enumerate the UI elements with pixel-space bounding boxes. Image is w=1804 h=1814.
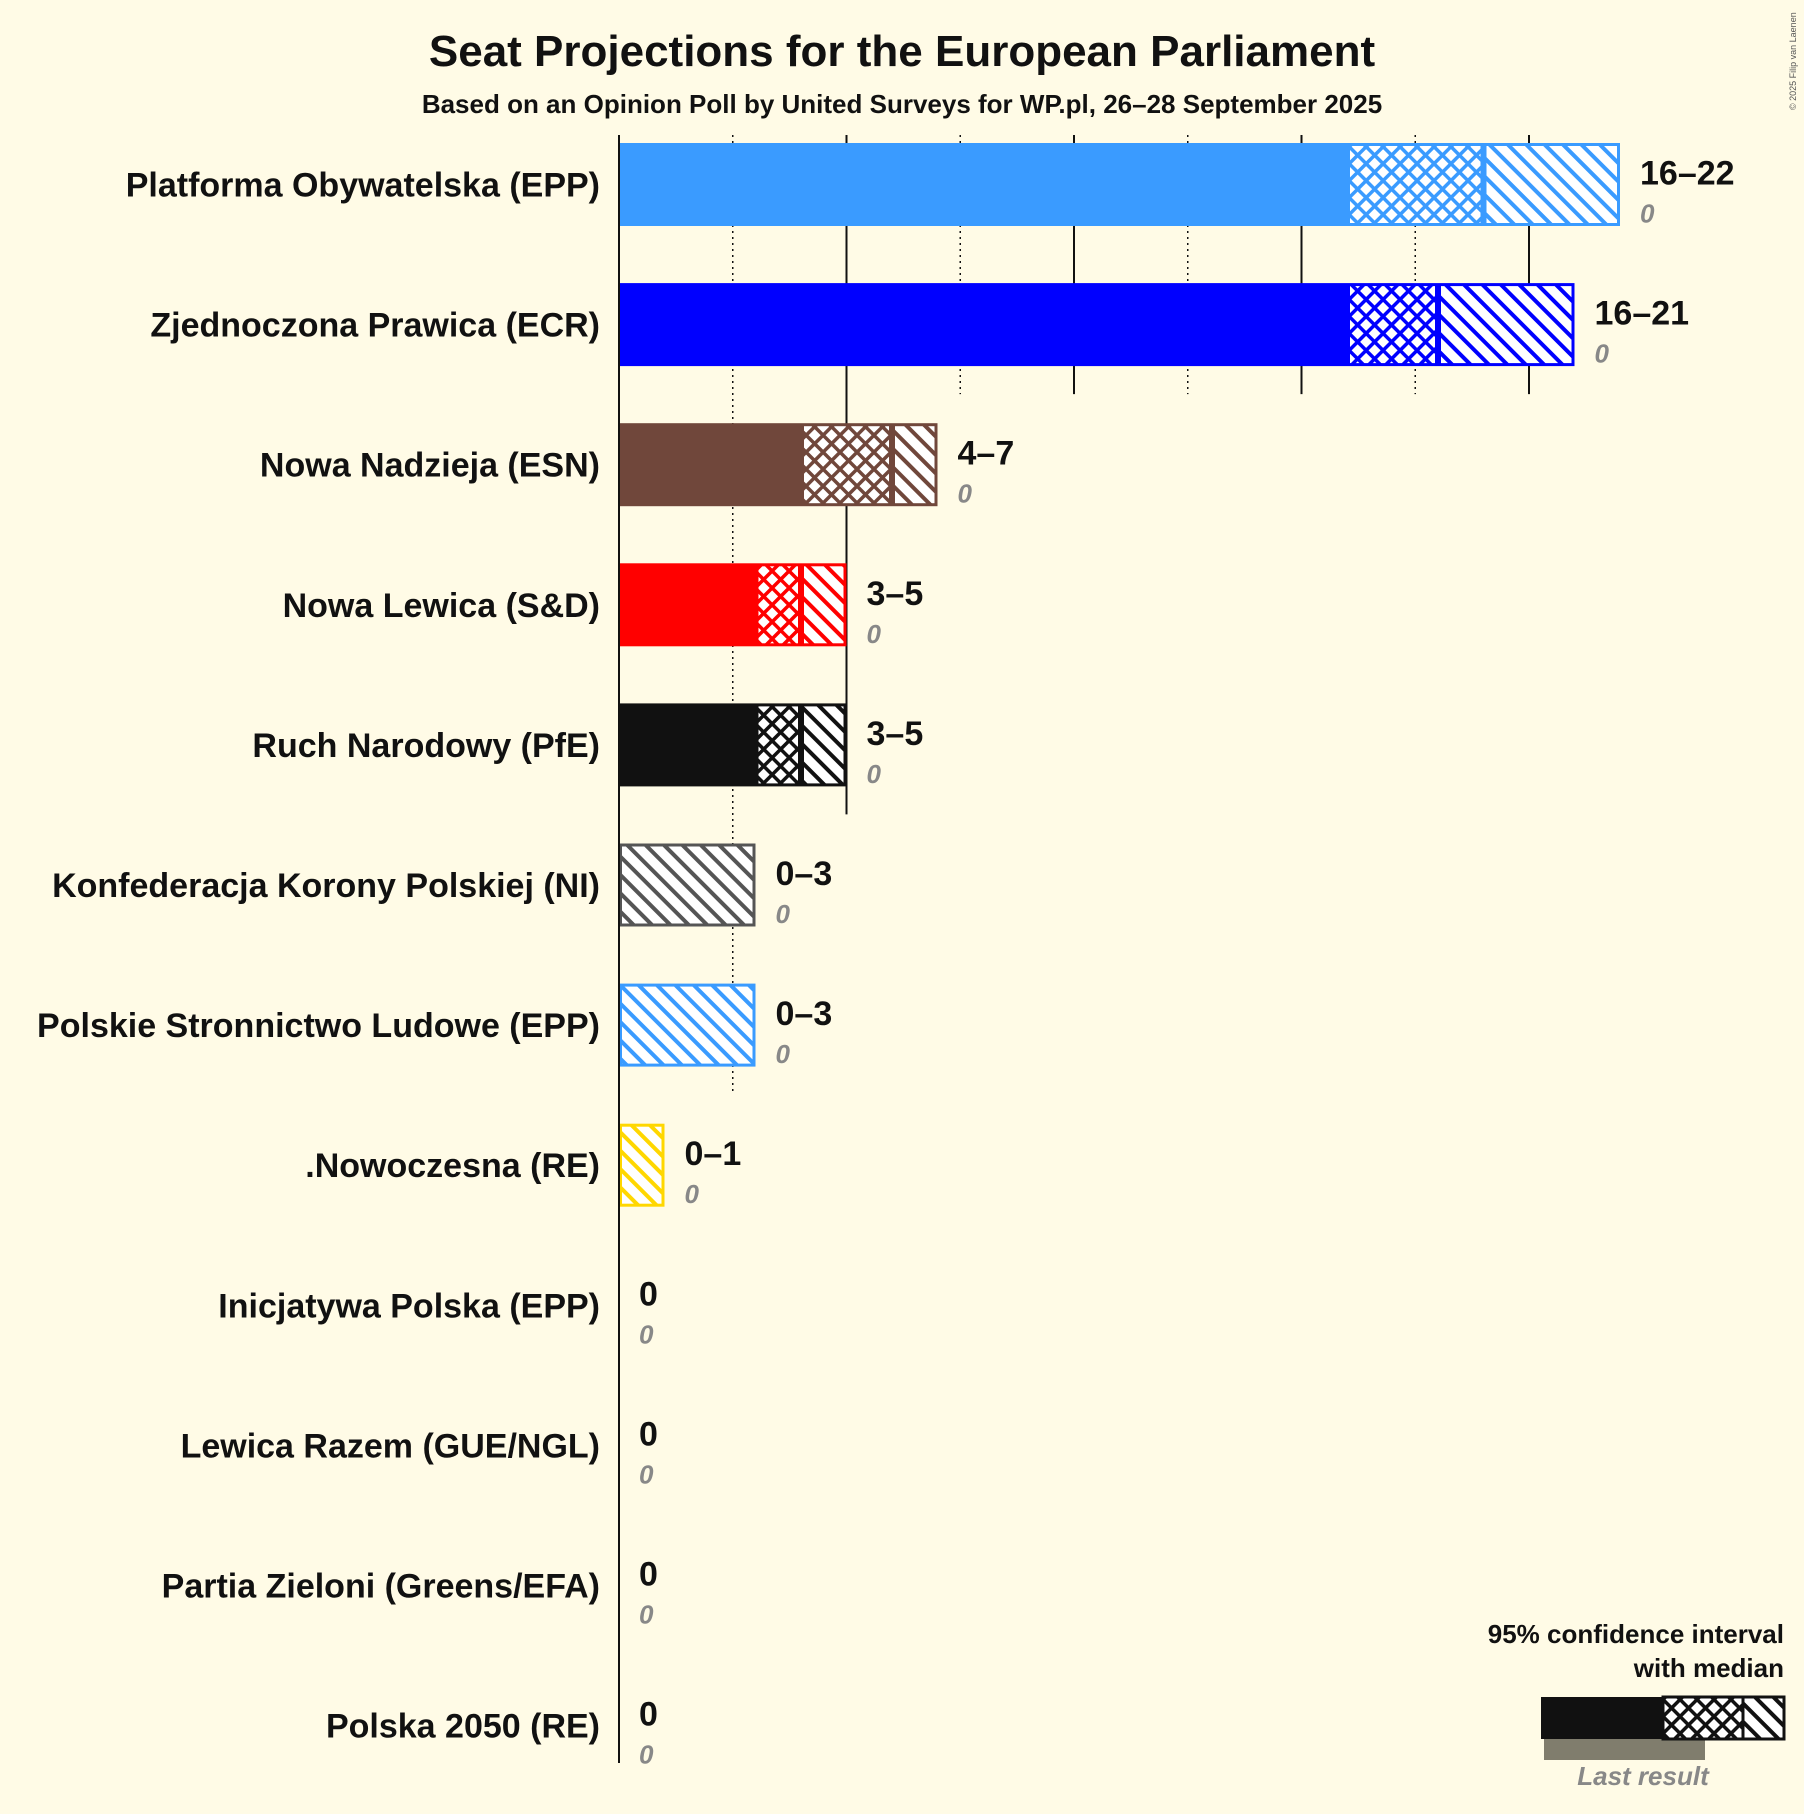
- bar-interval-segment: [892, 423, 938, 507]
- bar-interval-segment: [1438, 283, 1575, 367]
- last-result-label: 0: [958, 479, 973, 509]
- party-row: Inicjatywa Polska (EPP) 0 0: [218, 1275, 658, 1349]
- party-label: Lewica Razem (GUE/NGL): [181, 1427, 600, 1465]
- party-label: Polska 2050 (RE): [326, 1708, 600, 1746]
- range-label: 0: [639, 1556, 658, 1594]
- range-label: 3–5: [867, 575, 924, 613]
- bar-median-segment: [1347, 143, 1484, 226]
- party-label: Polskie Stronnictwo Ludowe (EPP): [37, 1007, 600, 1045]
- gridlines: [732, 135, 1530, 1095]
- party-label: Ruch Narodowy (PfE): [252, 727, 600, 765]
- last-result-label: 0: [639, 1459, 654, 1489]
- range-label: 0–3: [776, 855, 833, 893]
- range-label: 0: [639, 1275, 658, 1313]
- bar-interval-segment: [619, 1123, 665, 1207]
- chart-subtitle: Based on an Opinion Poll by United Surve…: [422, 89, 1382, 119]
- legend-title-line1: 95% confidence interval: [1488, 1619, 1784, 1649]
- bars-layer: Platforma Obywatelska (EPP) 16–220Zjednoc…: [37, 143, 1735, 1770]
- last-result-label: 0: [776, 899, 791, 929]
- last-result-label: 0: [639, 1319, 654, 1349]
- party-label: Nowa Lewica (S&D): [283, 587, 600, 625]
- legend-median-segment: [1661, 1695, 1745, 1741]
- range-label: 0: [639, 1696, 658, 1734]
- party-row: Nowa Lewica (S&D) 3–5 0: [283, 563, 924, 649]
- party-row: Polskie Stronnictwo Ludowe (EPP) 0–3 0: [37, 983, 833, 1069]
- party-label: Inicjatywa Polska (EPP): [218, 1287, 600, 1325]
- last-result-label: 0: [685, 1179, 700, 1209]
- range-label: 4–7: [958, 435, 1015, 473]
- legend-last-result-label: Last result: [1577, 1761, 1710, 1791]
- bar-solid-segment: [619, 283, 1347, 367]
- party-row: Platforma Obywatelska (EPP) 16–22 0: [126, 143, 1735, 229]
- party-row: Nowa Nadzieja (ESN) 4–7 0: [260, 423, 1014, 509]
- chart-title: Seat Projections for the European Parlia…: [429, 27, 1376, 76]
- bar-solid-segment: [619, 143, 1347, 226]
- range-label: 3–5: [867, 715, 924, 753]
- range-label: 16–22: [1640, 155, 1735, 193]
- party-row: Lewica Razem (GUE/NGL) 0 0: [181, 1415, 658, 1489]
- party-row: .Nowoczesna (RE) 0–1 0: [305, 1123, 742, 1209]
- range-label: 0–3: [776, 995, 833, 1033]
- last-result-label: 0: [867, 759, 882, 789]
- bar-median-segment: [755, 563, 801, 647]
- last-result-label: 0: [1595, 339, 1610, 369]
- bar-interval-segment: [801, 563, 847, 647]
- bar-interval-segment: [619, 983, 756, 1067]
- legend-solid-segment: [1541, 1697, 1663, 1739]
- bar-median-segment: [755, 703, 801, 787]
- party-label: Partia Zieloni (Greens/EFA): [162, 1568, 600, 1606]
- range-label: 0–1: [685, 1135, 742, 1173]
- party-row: Partia Zieloni (Greens/EFA) 0 0: [162, 1556, 658, 1630]
- bar-interval-segment: [801, 703, 847, 787]
- party-row: Ruch Narodowy (PfE) 3–5 0: [252, 703, 923, 789]
- last-result-label: 0: [867, 619, 882, 649]
- legend: 95% confidence interval with median Last…: [1488, 1619, 1786, 1791]
- party-row: Polska 2050 (RE) 0 0: [326, 1696, 658, 1770]
- copyright-note: © 2025 Filip van Laenen: [1788, 12, 1798, 110]
- party-label: Konfederacja Korony Polskiej (NI): [52, 867, 600, 905]
- bar-median-segment: [801, 423, 892, 507]
- last-result-label: 0: [639, 1600, 654, 1630]
- party-row: Konfederacja Korony Polskiej (NI) 0–3 0: [52, 843, 833, 929]
- party-label: Platforma Obywatelska (EPP): [126, 167, 600, 205]
- party-row: Zjednoczona Prawica (ECR) 16–21 0: [150, 283, 1689, 369]
- party-label: Zjednoczona Prawica (ECR): [150, 307, 600, 345]
- bar-interval-segment: [1483, 143, 1620, 226]
- range-label: 0: [639, 1415, 658, 1453]
- last-result-label: 0: [639, 1740, 654, 1770]
- last-result-label: 0: [776, 1039, 791, 1069]
- bar-solid-segment: [619, 423, 801, 507]
- bar-interval-segment: [619, 843, 756, 927]
- bar-solid-segment: [619, 563, 756, 647]
- bar-solid-segment: [619, 703, 756, 787]
- party-label: Nowa Nadzieja (ESN): [260, 447, 600, 485]
- legend-interval-segment: [1741, 1695, 1786, 1741]
- legend-title-line2: with median: [1633, 1653, 1784, 1683]
- range-label: 16–21: [1595, 295, 1690, 333]
- party-label: .Nowoczesna (RE): [305, 1147, 600, 1185]
- last-result-label: 0: [1640, 199, 1655, 229]
- bar-median-segment: [1347, 283, 1438, 367]
